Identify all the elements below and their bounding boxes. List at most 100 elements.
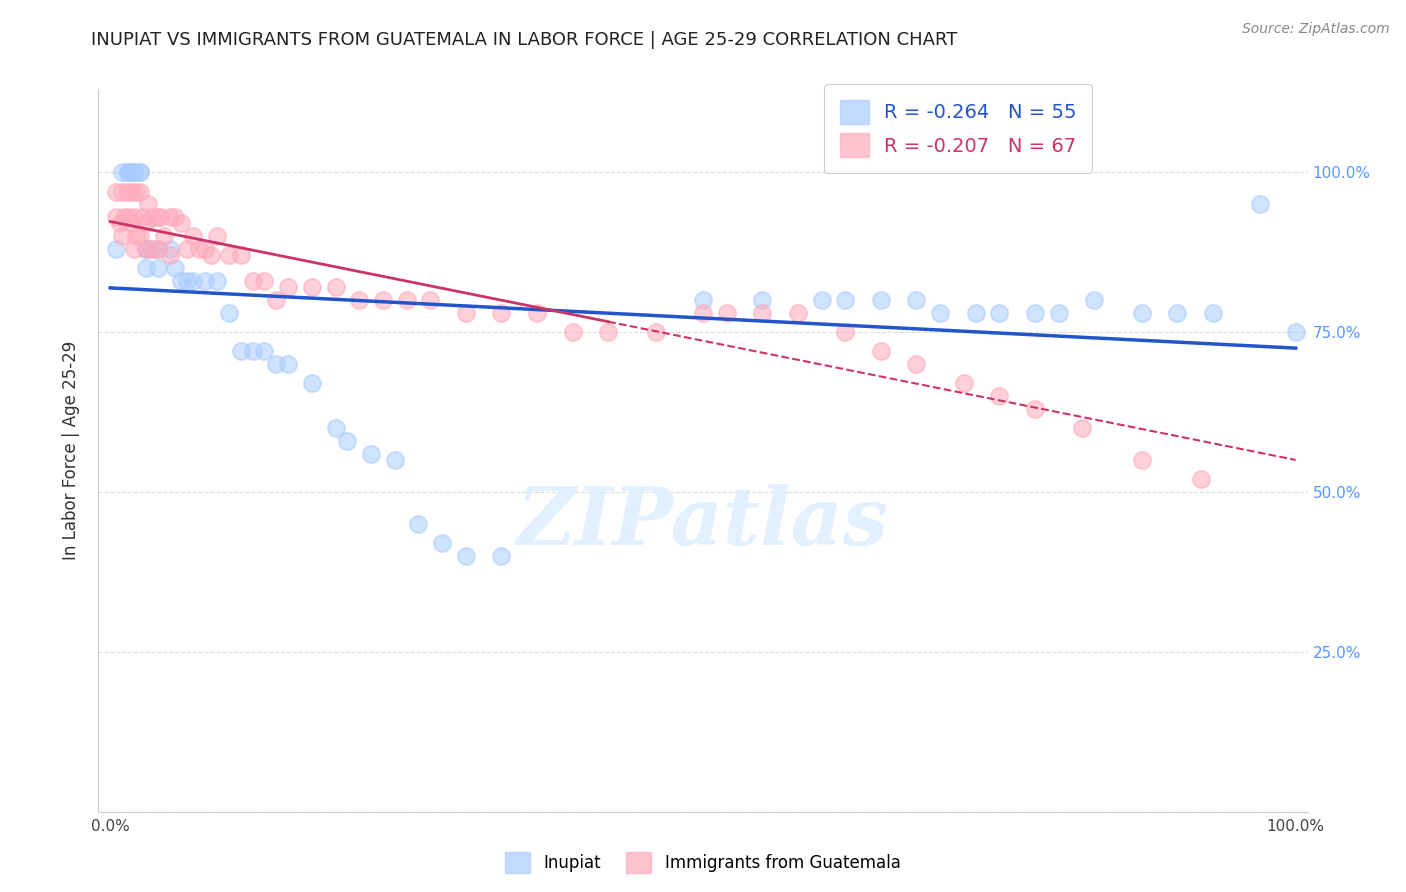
- Point: [242, 344, 264, 359]
- Point: [111, 185, 134, 199]
- Point: [132, 210, 155, 224]
- Point: [526, 306, 548, 320]
- Point: [1189, 472, 1212, 486]
- Point: [125, 185, 148, 199]
- Point: [136, 197, 159, 211]
- Point: [146, 242, 169, 256]
- Point: [141, 242, 163, 256]
- Point: [751, 306, 773, 320]
- Legend: Inupiat, Immigrants from Guatemala: Inupiat, Immigrants from Guatemala: [499, 846, 907, 880]
- Point: [205, 229, 228, 244]
- Point: [117, 165, 139, 179]
- Point: [135, 217, 157, 231]
- Point: [277, 280, 299, 294]
- Point: [181, 229, 204, 244]
- Point: [869, 344, 891, 359]
- Point: [111, 229, 134, 244]
- Point: [146, 242, 169, 256]
- Point: [111, 165, 134, 179]
- Point: [165, 210, 187, 224]
- Point: [301, 280, 323, 294]
- Point: [1024, 306, 1046, 320]
- Point: [194, 274, 217, 288]
- Point: [117, 210, 139, 224]
- Point: [336, 434, 359, 448]
- Point: [325, 421, 347, 435]
- Point: [1285, 325, 1308, 339]
- Point: [108, 217, 131, 231]
- Point: [125, 229, 148, 244]
- Point: [371, 293, 394, 308]
- Point: [152, 229, 174, 244]
- Point: [834, 293, 856, 308]
- Point: [181, 274, 204, 288]
- Point: [454, 549, 477, 563]
- Point: [264, 293, 287, 308]
- Point: [716, 306, 738, 320]
- Point: [135, 261, 157, 276]
- Point: [117, 165, 139, 179]
- Point: [1083, 293, 1105, 308]
- Point: [176, 242, 198, 256]
- Point: [454, 306, 477, 320]
- Point: [1130, 306, 1153, 320]
- Point: [301, 376, 323, 391]
- Point: [129, 165, 152, 179]
- Point: [135, 242, 157, 256]
- Point: [129, 165, 152, 179]
- Point: [170, 217, 193, 231]
- Point: [988, 389, 1011, 403]
- Point: [692, 293, 714, 308]
- Point: [105, 242, 128, 256]
- Legend: R = -0.264   N = 55, R = -0.207   N = 67: R = -0.264 N = 55, R = -0.207 N = 67: [824, 85, 1092, 173]
- Point: [360, 447, 382, 461]
- Point: [408, 516, 430, 531]
- Point: [149, 210, 172, 224]
- Point: [218, 248, 240, 262]
- Point: [146, 210, 169, 224]
- Point: [905, 357, 928, 371]
- Point: [170, 274, 193, 288]
- Point: [146, 261, 169, 276]
- Point: [141, 242, 163, 256]
- Point: [194, 242, 217, 256]
- Point: [952, 376, 974, 391]
- Point: [491, 306, 513, 320]
- Point: [176, 274, 198, 288]
- Point: [786, 306, 808, 320]
- Point: [159, 210, 181, 224]
- Point: [347, 293, 370, 308]
- Point: [122, 165, 145, 179]
- Point: [188, 242, 211, 256]
- Point: [229, 344, 252, 359]
- Point: [135, 242, 157, 256]
- Point: [1071, 421, 1094, 435]
- Point: [929, 306, 952, 320]
- Point: [905, 293, 928, 308]
- Y-axis label: In Labor Force | Age 25-29: In Labor Force | Age 25-29: [62, 341, 80, 560]
- Text: ZIPatlas: ZIPatlas: [517, 484, 889, 561]
- Point: [810, 293, 832, 308]
- Point: [432, 536, 454, 550]
- Point: [122, 165, 145, 179]
- Point: [1202, 306, 1225, 320]
- Point: [122, 242, 145, 256]
- Point: [159, 242, 181, 256]
- Point: [692, 306, 714, 320]
- Point: [105, 210, 128, 224]
- Point: [965, 306, 987, 320]
- Point: [200, 248, 222, 262]
- Point: [205, 274, 228, 288]
- Point: [1024, 401, 1046, 416]
- Point: [1130, 453, 1153, 467]
- Point: [242, 274, 264, 288]
- Point: [491, 549, 513, 563]
- Point: [395, 293, 418, 308]
- Point: [122, 165, 145, 179]
- Point: [988, 306, 1011, 320]
- Point: [834, 325, 856, 339]
- Point: [869, 293, 891, 308]
- Point: [561, 325, 583, 339]
- Point: [165, 261, 187, 276]
- Point: [325, 280, 347, 294]
